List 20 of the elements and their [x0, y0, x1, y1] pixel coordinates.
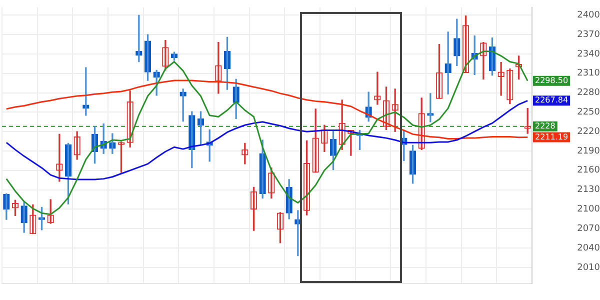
y-tick-label: 2100 [577, 204, 600, 215]
y-tick-label: 2070 [577, 224, 600, 234]
y-tick-label: 2010 [577, 262, 600, 273]
y-tick-label: 2220 [577, 126, 600, 137]
data-label: 2298.50 [535, 76, 568, 85]
y-tick-label: 2280 [577, 88, 600, 98]
ref-line-label: 2228 [535, 121, 556, 130]
data-label: 2211.19 [535, 132, 568, 142]
y-tick-label: 2340 [577, 49, 600, 60]
y-tick-label: 2370 [577, 30, 600, 40]
y-tick-label: 2250 [577, 108, 600, 118]
y-tick-label: 2160 [577, 166, 600, 176]
data-label: 2267.84 [535, 96, 568, 105]
y-tick-label: 2190 [577, 146, 600, 156]
y-tick-label: 2130 [577, 185, 600, 196]
candlestick [118, 142, 125, 173]
y-tick-label: 2400 [577, 10, 600, 21]
y-tick-label: 2040 [577, 243, 600, 254]
candlestick [427, 93, 434, 122]
y-tick-label: 2310 [577, 68, 600, 79]
